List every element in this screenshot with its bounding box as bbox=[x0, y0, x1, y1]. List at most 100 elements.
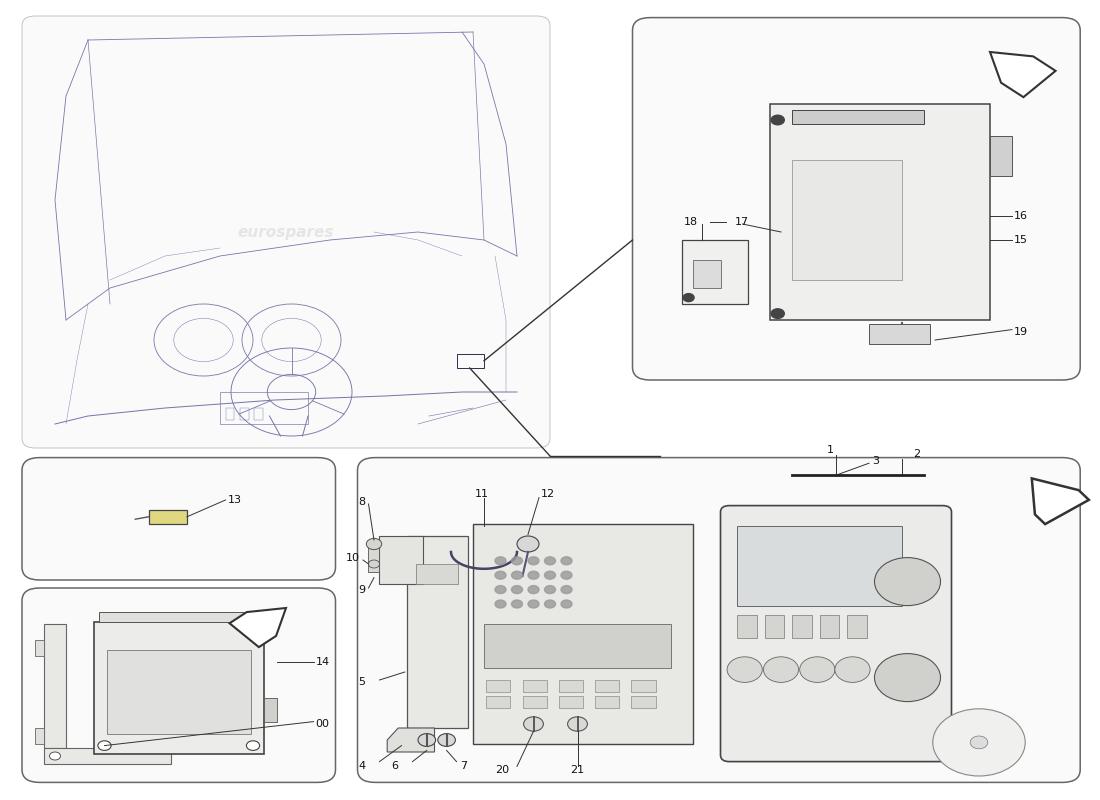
Text: 3: 3 bbox=[872, 456, 879, 466]
Bar bbox=[559, 680, 583, 692]
Bar bbox=[484, 624, 671, 668]
Text: 19: 19 bbox=[1014, 327, 1028, 337]
Circle shape bbox=[800, 657, 835, 682]
Bar bbox=[792, 615, 812, 638]
Text: 15: 15 bbox=[1014, 235, 1028, 245]
Circle shape bbox=[512, 600, 522, 608]
Polygon shape bbox=[1032, 478, 1089, 524]
Circle shape bbox=[512, 557, 522, 565]
Circle shape bbox=[50, 752, 60, 760]
Bar bbox=[693, 260, 720, 288]
Bar bbox=[107, 650, 251, 734]
Text: eurospares: eurospares bbox=[672, 678, 769, 693]
Text: 10: 10 bbox=[345, 554, 360, 563]
Circle shape bbox=[512, 586, 522, 594]
Circle shape bbox=[418, 734, 436, 746]
Circle shape bbox=[874, 654, 940, 702]
Circle shape bbox=[495, 557, 506, 565]
Bar bbox=[473, 524, 693, 744]
Text: 5: 5 bbox=[359, 677, 365, 686]
Text: 14: 14 bbox=[316, 657, 330, 666]
Bar bbox=[847, 615, 867, 638]
Bar bbox=[682, 240, 748, 304]
Text: eurospares: eurospares bbox=[814, 209, 902, 223]
Text: 2: 2 bbox=[913, 450, 920, 459]
Bar bbox=[990, 136, 1012, 176]
FancyBboxPatch shape bbox=[22, 16, 550, 448]
Bar bbox=[254, 408, 263, 420]
Bar bbox=[486, 680, 510, 692]
Bar bbox=[379, 536, 424, 584]
Text: 18: 18 bbox=[684, 217, 699, 226]
Bar bbox=[240, 408, 249, 420]
Text: 17: 17 bbox=[735, 217, 749, 226]
Circle shape bbox=[561, 571, 572, 579]
Text: 12: 12 bbox=[541, 490, 556, 499]
Bar bbox=[416, 564, 458, 584]
Text: 00: 00 bbox=[316, 719, 330, 729]
Bar bbox=[595, 696, 619, 708]
Text: 4: 4 bbox=[359, 761, 365, 770]
Bar bbox=[456, 354, 484, 368]
Text: 8: 8 bbox=[359, 497, 365, 506]
FancyBboxPatch shape bbox=[358, 458, 1080, 782]
FancyBboxPatch shape bbox=[22, 458, 336, 580]
Bar bbox=[631, 680, 656, 692]
Bar bbox=[631, 696, 656, 708]
Bar bbox=[99, 612, 258, 622]
Bar bbox=[792, 160, 902, 280]
Circle shape bbox=[246, 741, 260, 750]
Circle shape bbox=[763, 657, 799, 682]
FancyBboxPatch shape bbox=[22, 588, 336, 782]
Circle shape bbox=[528, 557, 539, 565]
Bar bbox=[869, 324, 929, 344]
Bar bbox=[764, 615, 784, 638]
Text: eurospares: eurospares bbox=[143, 514, 213, 523]
Circle shape bbox=[561, 586, 572, 594]
Circle shape bbox=[438, 734, 455, 746]
Bar bbox=[737, 615, 757, 638]
Bar bbox=[407, 536, 468, 728]
Circle shape bbox=[561, 557, 572, 565]
Circle shape bbox=[544, 586, 556, 594]
Circle shape bbox=[366, 538, 382, 550]
Circle shape bbox=[544, 571, 556, 579]
Circle shape bbox=[683, 294, 694, 302]
Bar bbox=[792, 110, 924, 124]
Circle shape bbox=[528, 571, 539, 579]
Text: 20: 20 bbox=[495, 765, 509, 774]
Text: 9: 9 bbox=[359, 586, 365, 595]
Circle shape bbox=[970, 736, 988, 749]
Text: eurospares: eurospares bbox=[238, 225, 334, 239]
Circle shape bbox=[771, 309, 784, 318]
Bar bbox=[595, 680, 619, 692]
Circle shape bbox=[933, 709, 1025, 776]
Circle shape bbox=[517, 536, 539, 552]
Text: 6: 6 bbox=[392, 761, 398, 770]
Text: 21: 21 bbox=[570, 765, 584, 774]
Circle shape bbox=[727, 657, 762, 682]
Circle shape bbox=[544, 600, 556, 608]
Circle shape bbox=[835, 657, 870, 682]
Text: eurospares: eurospares bbox=[143, 681, 213, 690]
Bar bbox=[522, 680, 547, 692]
Bar bbox=[522, 696, 547, 708]
Bar bbox=[226, 408, 234, 420]
Circle shape bbox=[561, 600, 572, 608]
Circle shape bbox=[368, 560, 379, 568]
Text: 16: 16 bbox=[1014, 211, 1028, 221]
Bar bbox=[486, 696, 510, 708]
Circle shape bbox=[528, 600, 539, 608]
Bar bbox=[220, 392, 308, 424]
Circle shape bbox=[98, 741, 111, 750]
Bar bbox=[148, 510, 187, 524]
Bar bbox=[368, 548, 379, 572]
Circle shape bbox=[495, 600, 506, 608]
Text: 1: 1 bbox=[827, 445, 834, 454]
Bar bbox=[44, 624, 66, 748]
Circle shape bbox=[568, 717, 587, 731]
Circle shape bbox=[495, 571, 506, 579]
Polygon shape bbox=[387, 728, 434, 752]
Bar bbox=[820, 615, 839, 638]
Polygon shape bbox=[990, 52, 1056, 97]
